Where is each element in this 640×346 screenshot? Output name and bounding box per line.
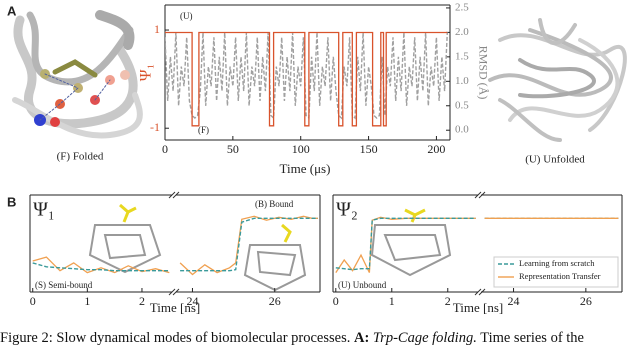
annotation: (B) Bound: [255, 199, 294, 209]
y2-tick-label: 0.5: [455, 99, 469, 111]
x-tick-label: 0: [333, 294, 339, 308]
y2-tick-label: 1.0: [455, 75, 469, 87]
image-label: (F) Folded: [57, 151, 104, 163]
chart-title: Ψ₁: [33, 199, 55, 221]
legend-label: Learning from scratch: [519, 258, 595, 268]
y-tick-label: 1: [154, 22, 160, 36]
annotation: (S) Semi-bound: [35, 280, 93, 290]
x-axis-label: Time [ns]: [150, 300, 200, 315]
x-tick-label: 0: [162, 142, 168, 156]
chart-title: Ψ₂: [336, 199, 358, 221]
series-line: [335, 217, 476, 271]
panel-label: B: [7, 194, 16, 209]
x-tick-label: 26: [580, 294, 592, 308]
ligand: [119, 203, 426, 243]
x-tick-label: 200: [427, 142, 445, 156]
annotation: (F): [198, 125, 209, 135]
x-tick-label: 0: [30, 294, 36, 308]
folded-structure: [12, 10, 143, 139]
caption-text: Figure 2: Slow dynamical modes of biomol…: [0, 330, 351, 346]
figure: A B (F) Folded (U) Unfolded: [7, 1, 627, 315]
x-tick-label: 1: [84, 294, 90, 308]
x-tick-label: 24: [508, 294, 520, 308]
x-tick-label: 2: [139, 294, 145, 308]
x-tick-label: 24: [186, 294, 198, 308]
x-tick-label: 2: [445, 294, 451, 308]
x-axis-label: Time (μs): [280, 161, 331, 176]
y2-tick-label: 0.0: [455, 124, 469, 136]
panel-label: A: [7, 3, 17, 18]
caption-panel: A:: [353, 330, 370, 346]
series-line: [165, 32, 448, 120]
image-label: (U) Unfolded: [525, 154, 585, 166]
y2-axis-label: RMSD (Å): [476, 46, 490, 100]
cage-structure: [88, 224, 452, 292]
series-line: [32, 262, 170, 272]
annotation: (U): [180, 11, 193, 21]
unfolded-structure: [488, 18, 627, 142]
x-tick-label: 26: [269, 294, 281, 308]
legend-label: Representation Transfer: [519, 271, 601, 281]
series-line: [165, 31, 448, 127]
y-tick-label: -1: [150, 120, 160, 134]
series-line: [180, 217, 318, 272]
series-line: [179, 215, 318, 276]
x-axis-label: Time [ns]: [453, 300, 503, 315]
caption-rest: Time series of the: [480, 330, 584, 346]
x-tick-label: 150: [360, 142, 378, 156]
y-axis-label: Ψ₁: [138, 64, 155, 81]
x-tick-label: 1: [389, 294, 395, 308]
x-tick-label: 50: [227, 142, 239, 156]
caption: Figure 2: Slow dynamical modes of biomol…: [0, 330, 640, 346]
caption-title: Trp-Cage folding.: [372, 330, 477, 346]
legend-box: [493, 256, 619, 288]
y2-tick-label: 1.5: [455, 50, 469, 62]
y2-tick-label: 2.5: [455, 1, 469, 13]
annotation: (U) Unbound: [338, 280, 387, 290]
y2-tick-label: 2.0: [455, 26, 469, 38]
x-tick-label: 100: [292, 142, 310, 156]
